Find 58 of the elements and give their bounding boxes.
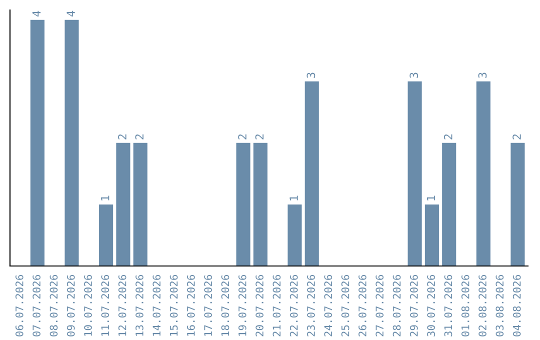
bar	[288, 204, 302, 266]
data-label: 1	[426, 196, 436, 200]
x-tick-label: 22.07.2026	[290, 275, 298, 336]
x-tick-label: 14.07.2026	[152, 275, 161, 336]
bar	[510, 142, 525, 266]
bar	[408, 81, 422, 266]
x-tick-label: 18.07.2026	[221, 275, 230, 336]
x-tick-label: 13.07.2026	[136, 275, 144, 336]
x-tick-label: 06.07.2026	[15, 275, 24, 336]
x-tick-label: 31.07.2026	[444, 275, 452, 336]
bar	[424, 204, 439, 266]
bar	[236, 142, 250, 266]
x-tick-label: 09.07.2026	[66, 275, 75, 336]
x-tick-label: 30.07.2026	[427, 275, 435, 336]
data-label: 2	[255, 134, 264, 140]
x-tick-label: 20.07.2026	[256, 275, 264, 336]
data-label: 2	[512, 134, 521, 140]
x-tick-label: 17.07.2026	[204, 275, 212, 336]
data-label: 3	[478, 72, 487, 78]
x-tick-label: 08.07.2026	[50, 275, 58, 336]
bar	[253, 142, 268, 266]
x-tick-label: 28.07.2026	[392, 275, 401, 336]
data-label: 2	[444, 134, 452, 140]
bar	[116, 142, 130, 266]
bar	[304, 81, 319, 266]
x-tick-label: 16.07.2026	[186, 275, 195, 336]
x-tick-label: 29.07.2026	[410, 275, 418, 336]
x-tick-label: 21.07.2026	[272, 275, 281, 336]
x-tick-label: 11.07.2026	[101, 275, 110, 336]
data-label: 1	[101, 196, 110, 200]
x-tick-label: 25.07.2026	[341, 275, 350, 336]
bar	[30, 20, 44, 266]
x-tick-label: 23.07.2026	[307, 275, 315, 336]
data-label: 2	[135, 134, 144, 140]
data-label: 3	[410, 72, 418, 78]
x-tick-label: 07.07.2026	[32, 275, 40, 336]
x-tick-label: 04.08.2026	[512, 275, 521, 336]
x-tick-label: 26.07.2026	[358, 275, 366, 336]
bar	[99, 204, 114, 266]
x-tick-label: 24.07.2026	[324, 275, 332, 336]
bar	[64, 20, 79, 266]
x-tick-label: 01.08.2026	[461, 275, 470, 336]
data-label: 4	[32, 10, 41, 17]
data-label: 4	[66, 10, 75, 17]
bar	[133, 142, 148, 266]
x-tick-label: 02.08.2026	[478, 275, 486, 336]
data-label: 3	[306, 72, 316, 78]
bar	[442, 142, 456, 266]
bar	[476, 81, 490, 266]
data-label: 2	[238, 134, 246, 140]
x-tick-label: 10.07.2026	[84, 275, 92, 336]
x-tick-label: 27.07.2026	[376, 275, 384, 336]
data-label: 1	[290, 196, 298, 200]
data-label: 2	[118, 134, 126, 140]
x-tick-label: 19.07.2026	[238, 275, 246, 336]
x-tick-label: 12.07.2026	[118, 275, 126, 336]
x-tick-label: 03.08.2026	[496, 275, 504, 336]
x-tick-label: 15.07.2026	[170, 275, 178, 336]
